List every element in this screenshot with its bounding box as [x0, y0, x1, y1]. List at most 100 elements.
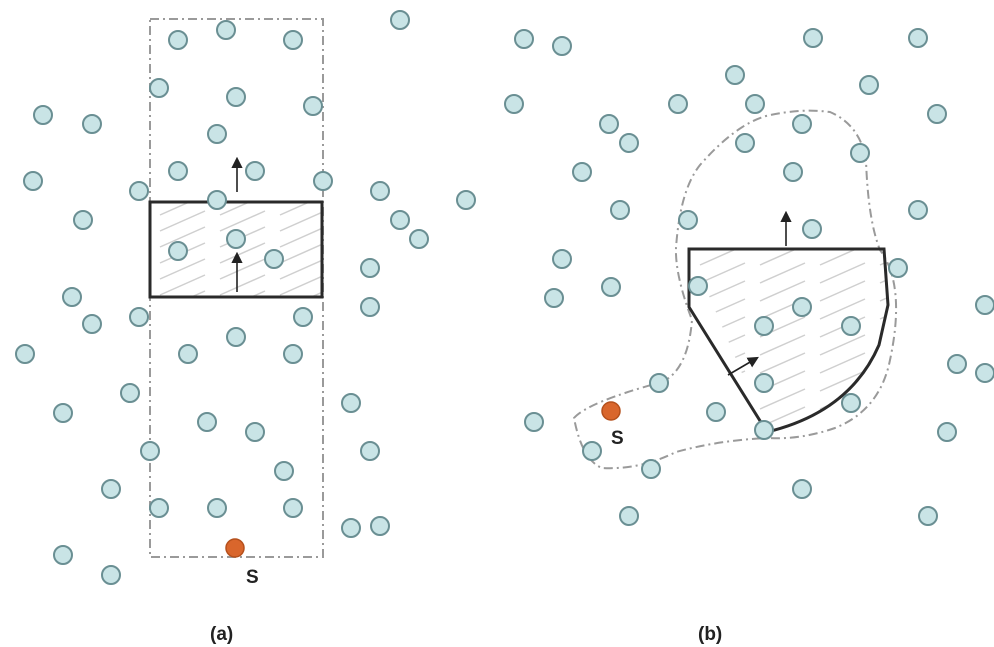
window-b-hatch-11	[819, 280, 866, 302]
sensor-b-node-36	[706, 402, 726, 422]
window-b-hatch-46	[760, 443, 805, 463]
window-b-hatch-44	[879, 424, 888, 432]
window-b-hatch-39	[819, 406, 866, 428]
sensor-a-node-42	[274, 461, 294, 481]
sensor-a-node-25	[360, 258, 380, 278]
nodes-b	[504, 28, 994, 526]
sensor-b-node-33	[947, 354, 967, 374]
sensor-b-node-38	[937, 422, 957, 442]
sensor-a-node-26	[62, 287, 82, 307]
sensor-a-node-47	[341, 518, 361, 538]
sensor-a-node-6	[226, 87, 246, 107]
window-b-hatch-24	[879, 334, 888, 356]
sensor-b-node-13	[792, 114, 812, 134]
window-a-hatch-7	[159, 226, 206, 248]
window-b-hatch-34	[759, 388, 806, 410]
sensor-a-node-9	[82, 114, 102, 134]
sensor-b-node-37	[841, 393, 861, 413]
window-b-hatch-59	[820, 497, 865, 517]
window-b-hatch-47	[820, 443, 865, 463]
sensor-b-node-35	[524, 412, 544, 432]
sensor-b-node-10	[599, 114, 619, 134]
source-node-b	[601, 401, 621, 421]
window-a-hatch-18	[279, 275, 322, 296]
sensor-b-node-3	[803, 28, 823, 48]
window-a-hatch-2	[219, 202, 252, 216]
sensor-b-node-44	[918, 506, 938, 526]
source-label-a: S	[246, 567, 259, 588]
window-b-hatch-2	[759, 249, 806, 266]
sensor-a-node-15	[313, 171, 333, 191]
window-b-hatch-51	[820, 461, 865, 481]
window-b-hatch-58	[760, 497, 805, 517]
sensor-a-node-10	[207, 124, 227, 144]
window-b-hatch-5	[699, 262, 746, 284]
sensor-b-node-27	[792, 297, 812, 317]
window-a-hatch-6	[279, 211, 322, 232]
sliding-window-a	[148, 200, 324, 299]
sensor-a-node-24	[264, 249, 284, 269]
sensor-a-node-37	[341, 393, 361, 413]
sensor-a-node-36	[53, 403, 73, 423]
sensor-a-node-34	[283, 344, 303, 364]
sensor-a-node-2	[168, 30, 188, 50]
window-b-hatch-7	[819, 262, 866, 284]
sensor-a-node-29	[293, 307, 313, 327]
sensor-a-node-13	[168, 161, 188, 181]
sensor-a-node-50	[101, 565, 121, 585]
sensor-b-node-1	[514, 29, 534, 49]
window-b-hatch-15	[819, 298, 866, 320]
sensor-a-node-5	[149, 78, 169, 98]
window-b-hatch-56	[880, 479, 925, 499]
sensor-a-node-30	[360, 297, 380, 317]
window-b-hatch-50	[760, 461, 805, 481]
caption-a: (a)	[210, 624, 233, 645]
caption-b: (b)	[698, 624, 722, 645]
window-a-hatch-21	[309, 291, 322, 297]
sensor-b-node-29	[841, 316, 861, 336]
window-b-hatch-20	[879, 316, 888, 338]
window-b-hatch-40	[879, 406, 888, 428]
sensor-a-node-35	[120, 383, 140, 403]
window-a-hatch-4	[159, 210, 206, 232]
sensor-b-node-17	[783, 162, 803, 182]
sensor-b-node-28	[754, 316, 774, 336]
sensor-b-node-11	[619, 133, 639, 153]
sensor-b-node-24	[544, 288, 564, 308]
window-a-hatch-9	[279, 227, 322, 248]
sensor-a-node-32	[178, 344, 198, 364]
sensor-a-node-43	[101, 479, 121, 499]
window-a-hatch-17	[219, 274, 266, 296]
sensor-b-node-31	[649, 373, 669, 393]
sensor-a-node-3	[216, 20, 236, 40]
window-a-hatch-14	[219, 258, 266, 280]
window-a-hatch-5	[219, 210, 266, 232]
source-node-a	[225, 538, 245, 558]
sensor-a-node-4	[283, 30, 303, 50]
sensor-a-node-14	[245, 161, 265, 181]
window-a-hatch-1	[159, 202, 192, 216]
sensor-b-node-20	[802, 219, 822, 239]
sensor-b-node-19	[678, 210, 698, 230]
window-b-hatch-52	[880, 461, 925, 481]
window-a-hatch-13	[159, 258, 206, 280]
sensor-b-node-8	[745, 94, 765, 114]
sensor-b-node-15	[572, 162, 592, 182]
sensor-b-node-30	[975, 295, 994, 315]
sensor-a-node-45	[207, 498, 227, 518]
sensor-a-node-11	[23, 171, 43, 191]
sensor-a-node-7	[303, 96, 323, 116]
panel-b: S (b)	[504, 28, 994, 645]
sensor-a-node-1	[390, 10, 410, 30]
sensor-b-node-22	[552, 249, 572, 269]
window-b-hatch-13	[699, 298, 746, 320]
window-b-hatch-31	[819, 370, 866, 392]
window-b-hatch-1	[699, 249, 746, 266]
sensor-a-node-44	[149, 498, 169, 518]
sensor-a-node-21	[409, 229, 429, 249]
sensor-b-node-34	[975, 363, 994, 383]
sensor-b-node-5	[504, 94, 524, 114]
sensor-a-node-19	[207, 190, 227, 210]
window-b-hatch-23	[819, 334, 866, 356]
